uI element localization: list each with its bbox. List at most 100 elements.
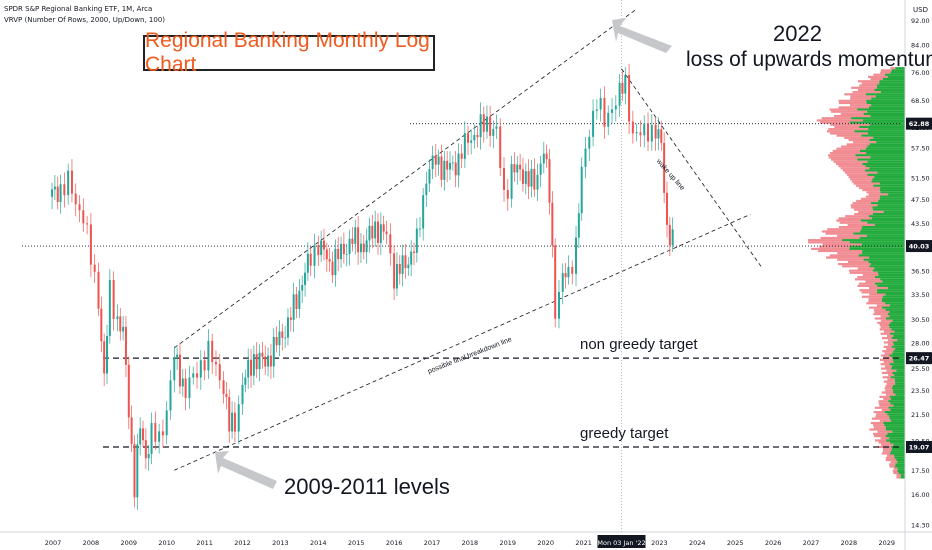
candle-body xyxy=(342,243,345,255)
candle-body xyxy=(389,234,392,254)
candle-body xyxy=(275,336,278,346)
volume-bar-down xyxy=(886,334,894,338)
candle-body xyxy=(539,163,542,175)
volume-bar-up xyxy=(858,254,905,257)
volume-bar-up xyxy=(879,82,905,85)
volume-bar-down xyxy=(887,339,898,342)
volume-bar-down xyxy=(850,97,872,100)
volume-bar-down xyxy=(851,180,872,183)
volume-bar-down xyxy=(890,67,896,70)
volume-bar-up xyxy=(892,341,905,344)
volume-bar-up xyxy=(878,199,905,203)
volume-bar-down xyxy=(883,345,892,348)
volume-bar-down xyxy=(819,245,850,248)
candle-body xyxy=(457,153,460,176)
volume-bar-down xyxy=(849,178,873,181)
volume-bar-up xyxy=(890,376,905,379)
volume-bar-up xyxy=(873,184,905,187)
volume-bar-up xyxy=(862,162,905,166)
volume-bar-up xyxy=(891,345,905,348)
volume-bar-up xyxy=(870,263,905,266)
volume-bar-down xyxy=(885,393,896,396)
candle-body xyxy=(112,279,115,319)
volume-bar-down xyxy=(831,110,868,113)
volume-bar-down xyxy=(838,217,872,220)
volume-bar-down xyxy=(846,173,868,176)
volume-bar-down xyxy=(881,408,891,412)
volume-bar-up xyxy=(867,173,905,176)
volume-bar-down xyxy=(883,360,894,364)
volume-bar-down xyxy=(887,454,895,457)
volume-bar-down xyxy=(882,450,891,453)
volume-bar-down xyxy=(873,432,888,435)
volume-bar-up xyxy=(890,332,905,335)
volume-bar-down xyxy=(822,243,862,246)
volume-bar-up xyxy=(887,432,905,435)
price-label-bg xyxy=(906,117,932,130)
candle-body xyxy=(524,171,527,184)
volume-bar-up xyxy=(893,391,905,394)
volume-bar-up xyxy=(871,104,905,107)
volume-bar-up xyxy=(897,469,905,472)
candle-body xyxy=(631,121,634,134)
volume-bar-up xyxy=(862,119,905,122)
volume-bar-up xyxy=(871,180,905,183)
volume-bar-up xyxy=(888,400,905,403)
volume-bar-up xyxy=(897,467,905,470)
volume-bar-up xyxy=(872,269,905,272)
volume-bar-down xyxy=(818,249,863,253)
volume-bar-up xyxy=(866,99,905,102)
candle-body xyxy=(577,213,580,238)
volume-profile xyxy=(808,67,905,479)
volume-bar-up xyxy=(894,456,905,459)
volume-bar-up xyxy=(889,326,905,329)
x-tick-label: Mon 03 Jan '22 xyxy=(597,539,645,547)
candle-body xyxy=(668,224,671,246)
candle-body xyxy=(467,133,470,143)
volume-bar-down xyxy=(883,341,893,344)
candle-body xyxy=(78,204,81,211)
y-tick-label: 92.00 xyxy=(911,17,930,25)
volume-bar-down xyxy=(879,358,893,361)
volume-bar-up xyxy=(892,352,905,355)
candle-body xyxy=(144,440,147,459)
candle-body xyxy=(306,253,309,273)
candle-body xyxy=(404,255,407,269)
candle-body xyxy=(449,162,452,170)
candle-body xyxy=(63,184,66,196)
volume-bar-down xyxy=(879,323,889,327)
volume-bar-down xyxy=(888,374,895,377)
volume-bar-down xyxy=(882,337,892,340)
crosshair-date-bg xyxy=(597,535,646,548)
volume-bar-down xyxy=(857,88,875,92)
x-tick-label: 2018 xyxy=(462,539,479,547)
volume-bar-down xyxy=(884,387,892,390)
volume-bar-up xyxy=(895,67,905,70)
candle-body xyxy=(122,326,125,332)
volume-bar-up xyxy=(870,202,905,205)
volume-bar-up xyxy=(860,219,905,222)
candle-body xyxy=(74,193,77,205)
x-tick-label: 2027 xyxy=(803,539,820,547)
candle-body xyxy=(357,227,360,253)
candle-body xyxy=(284,337,287,339)
volume-bar-up xyxy=(890,321,905,324)
volume-bar-down xyxy=(893,471,899,475)
volume-bar-up xyxy=(865,165,905,168)
candle-body xyxy=(331,261,334,276)
candle-body xyxy=(142,428,145,441)
volume-bar-up xyxy=(860,230,905,233)
volume-bar-up xyxy=(867,110,905,113)
volume-bar-down xyxy=(834,125,860,129)
volume-bar-down xyxy=(855,184,874,187)
y-tick-label: 43.50 xyxy=(911,220,930,228)
volume-bar-up xyxy=(877,289,905,292)
volume-bar-down xyxy=(876,413,888,416)
volume-bar-up xyxy=(894,374,905,377)
volume-bar-up xyxy=(885,434,905,438)
candle-body xyxy=(561,273,564,292)
volume-bar-up xyxy=(861,134,905,137)
volume-bar-up xyxy=(861,228,905,231)
x-tick-label: 2026 xyxy=(765,539,782,547)
